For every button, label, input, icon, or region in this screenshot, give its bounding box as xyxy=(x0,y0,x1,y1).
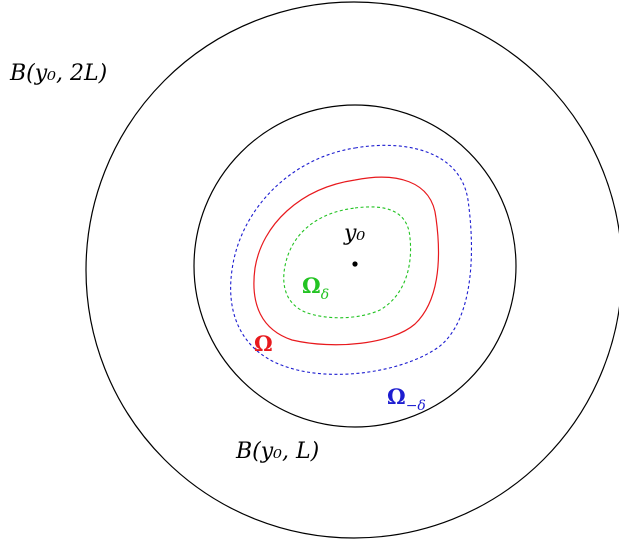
omega-minus-delta-label-sub: −δ xyxy=(406,398,426,414)
omega-label-text: Ω xyxy=(254,331,273,356)
omega-delta-label: Ωδ xyxy=(302,273,329,303)
outer-ball-label: B(y₀, 2L) xyxy=(9,61,107,86)
omega-minus-delta-label: Ω−δ xyxy=(387,384,426,414)
inner-ball-circle xyxy=(193,104,517,428)
omega-minus-delta-curve xyxy=(230,144,473,375)
omega-delta-label-sub: δ xyxy=(321,287,329,303)
omega-minus-delta-label-text: Ω xyxy=(387,384,406,409)
outer-ball-circle xyxy=(85,1,619,539)
inner-ball-label: B(y₀, L) xyxy=(235,439,319,464)
omega-delta-label-text: Ω xyxy=(302,273,321,298)
omega-label: Ω xyxy=(254,331,273,356)
omega-curve xyxy=(253,176,440,346)
center-point xyxy=(352,261,358,267)
omega-delta-curve xyxy=(283,206,412,319)
center-label: y₀ xyxy=(343,221,365,246)
